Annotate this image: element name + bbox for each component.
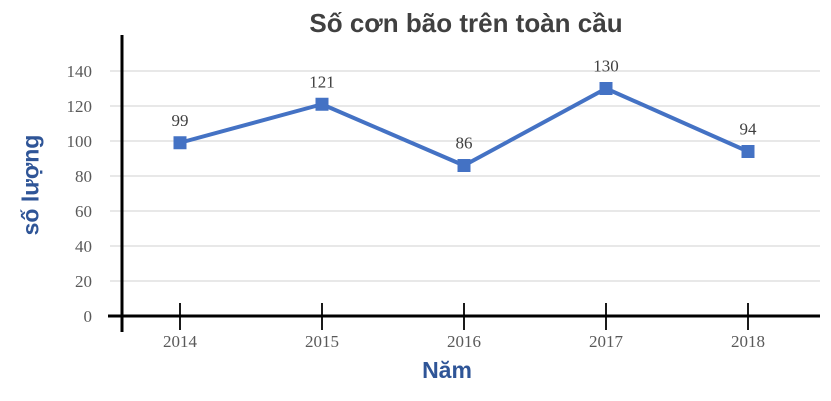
y-axis-title: số lượng [17, 134, 44, 236]
x-tick-label: 2018 [731, 332, 765, 351]
x-axis-title: Năm [422, 357, 472, 383]
data-point-marker [741, 145, 755, 158]
data-point-marker [599, 82, 613, 95]
x-tick-label: 2014 [163, 332, 198, 351]
x-tick-label: 2017 [589, 332, 624, 351]
data-label: 99 [172, 111, 189, 130]
data-line [179, 86, 749, 168]
y-tick-label: 40 [75, 237, 92, 256]
y-tick-label: 20 [75, 272, 92, 291]
y-tick-label: 0 [84, 307, 93, 326]
data-label: 86 [456, 134, 473, 153]
y-tick-label: 120 [67, 97, 93, 116]
y-tick-label: 100 [67, 132, 93, 151]
data-label: 121 [309, 72, 335, 91]
x-tick-label: 2016 [447, 332, 481, 351]
y-tick-label: 80 [75, 167, 92, 186]
data-point-marker [457, 159, 471, 172]
data-point-marker [173, 136, 187, 150]
data-label: 130 [593, 57, 619, 76]
data-label: 94 [740, 120, 758, 139]
y-tick-label: 140 [67, 62, 93, 81]
y-tick-label: 60 [75, 202, 92, 221]
chart-title: Số cơn bão trên toàn cầu [309, 8, 623, 38]
x-tick-label: 2015 [305, 332, 339, 351]
data-point-marker [315, 97, 329, 111]
